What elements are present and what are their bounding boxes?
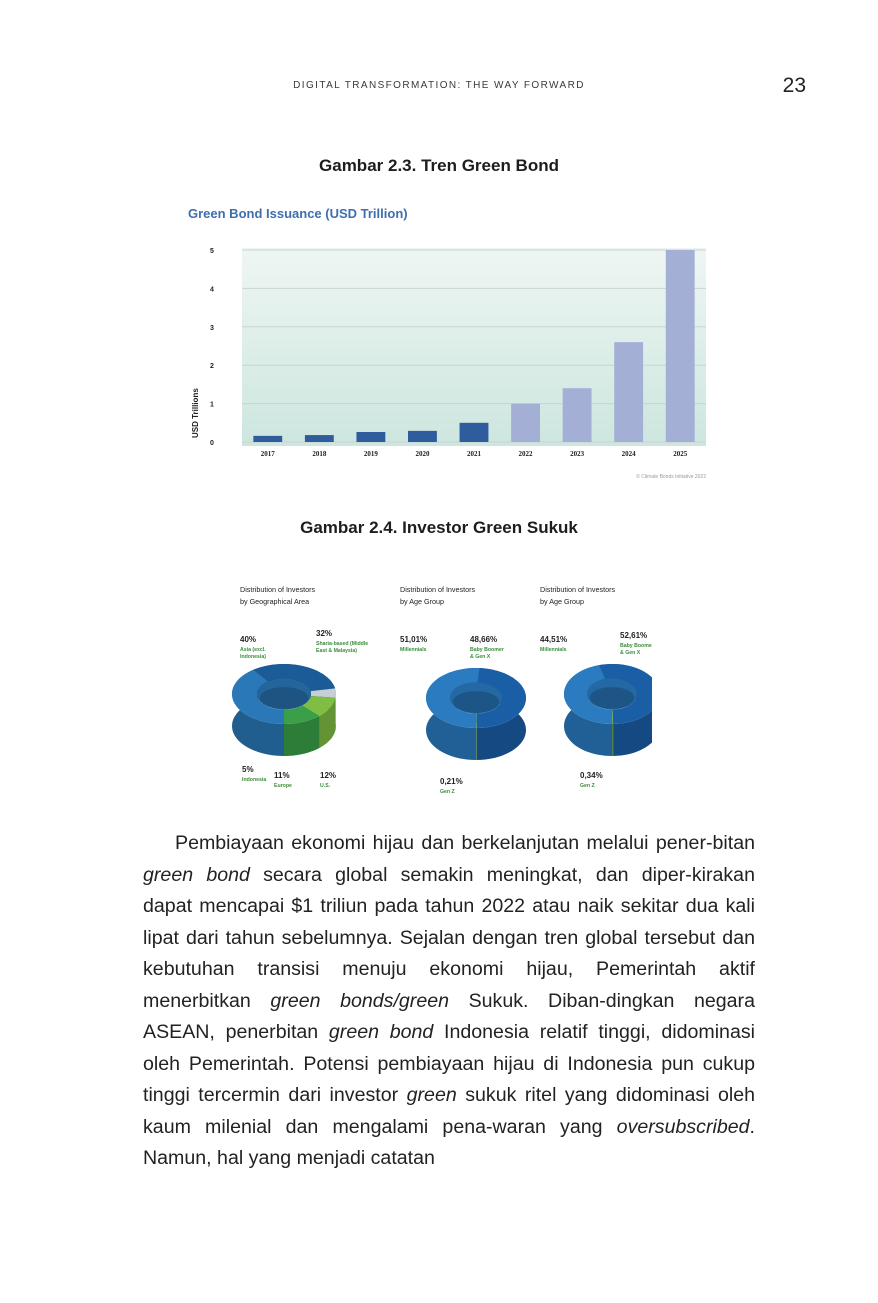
x-tick-label: 2023 [570, 450, 585, 458]
body-paragraph: Pembiayaan ekonomi hijau dan berkelanjut… [143, 832, 755, 1169]
slice [476, 668, 526, 728]
slice [599, 664, 652, 724]
x-tick-label: 2019 [364, 450, 379, 458]
bar [459, 422, 489, 442]
body-text: Pembiayaan ekonomi hijau dan berkelanjut… [143, 828, 755, 1175]
slice-pct-label: 32% [316, 629, 332, 638]
slice-pct-label: 11% [274, 771, 290, 780]
slice-name-label: Indonesia) [240, 654, 266, 660]
slice-pct-label: 0,34% [580, 771, 603, 780]
donut-hole-shadow [259, 687, 309, 709]
panel-title: Distribution of Investors [240, 585, 316, 594]
bar [511, 403, 540, 442]
panel-subtitle: by Age Group [400, 597, 444, 606]
donut-hole-shadow [589, 687, 635, 709]
slice-name-label: Millennials [400, 647, 427, 653]
slice-name-label: Gen Z [440, 789, 456, 795]
slice-pct-label: 12% [320, 771, 336, 780]
x-tick-label: 2022 [519, 450, 534, 458]
slice-wall [319, 697, 336, 748]
slice-wall [612, 724, 614, 756]
x-tick-labels: 2017 2018 2019 2020 2021 2022 2023 2024 2025 [261, 450, 688, 458]
slice-name-label: Sharia-based (Middle [316, 641, 368, 647]
panel-subtitle: by Geographical Area [240, 597, 309, 606]
x-tick-label: 2021 [467, 450, 482, 458]
slice-wall [284, 715, 320, 756]
y-tick-label: 1 [210, 402, 214, 409]
slice-pct-label: 40% [240, 635, 256, 644]
slice [564, 665, 612, 724]
slice-name-label: Asia (excl. [240, 647, 266, 653]
slice-name-label: Millennials [540, 647, 567, 653]
bar [614, 342, 644, 442]
green-sukuk-investor-charts: Distribution of Investors by Geographical… [232, 585, 652, 795]
x-tick-label: 2025 [673, 450, 688, 458]
slice [253, 664, 336, 692]
slice-pct-label: 48,66% [470, 635, 497, 644]
slice [426, 668, 480, 728]
slice [612, 709, 614, 724]
green-bond-chart: Green Bond Issuance (USD Trillion) 0 1 2 3 4… [188, 206, 706, 480]
y-axis-label: USD Trillions [191, 388, 200, 438]
investor-panel: Distribution of Investors by Age Group 51,… [400, 585, 526, 795]
x-tick-label: 2020 [415, 450, 430, 458]
donut-hole-shadow [452, 691, 500, 713]
figure-2-caption: Gambar 2.4. Investor Green Sukuk [300, 518, 578, 537]
investor-panel: Distribution of Investors by Geographical… [232, 585, 368, 789]
slice [310, 688, 336, 698]
panel-title: Distribution of Investors [400, 585, 476, 594]
slice-name-label: & Gen X [620, 650, 641, 656]
slice-pct-label: 44,51% [540, 635, 567, 644]
x-tick-label: 2018 [312, 450, 327, 458]
slice-wall [476, 728, 477, 760]
bar [408, 430, 437, 442]
slice-pct-label: 52,61% [620, 631, 647, 640]
bars [253, 250, 695, 442]
y-tick-label: 3 [210, 325, 214, 332]
slice-name-label: U.S. [320, 783, 331, 789]
slice-pct-label: 51,01% [400, 635, 427, 644]
bar [356, 432, 386, 442]
slice-name-label: Baby Boomer [470, 647, 504, 653]
y-tick-labels: 0 1 2 3 4 5 [210, 248, 214, 447]
bar [304, 435, 334, 442]
slice-pct-label: 5% [242, 765, 254, 774]
slice-name-label: East & Malaysia) [316, 648, 357, 654]
y-tick-label: 4 [210, 286, 214, 293]
chart-title: Green Bond Issuance (USD Trillion) [188, 206, 408, 221]
panel-subtitle: by Age Group [540, 597, 584, 606]
slice-name-label: & Gen X [470, 654, 491, 660]
y-tick-label: 5 [210, 248, 214, 255]
slice [476, 713, 477, 728]
slice-name-label: Gen Z [580, 783, 596, 789]
slice-name-label: Baby Boomer [620, 643, 652, 649]
y-tick-label: 0 [210, 440, 214, 447]
y-tick-label: 2 [210, 363, 214, 370]
bar [562, 388, 592, 442]
page-number: 23 [782, 74, 806, 97]
bar [665, 250, 695, 442]
investor-panel: Distribution of Investors by Age Group 44,… [540, 585, 652, 789]
x-tick-label: 2024 [622, 450, 637, 458]
slice [232, 669, 284, 724]
x-tick-label: 2017 [261, 450, 276, 458]
slice-name-label: Indonesia [242, 777, 266, 783]
running-head: DIGITAL TRANSFORMATION: THE WAY FORWARD [293, 80, 585, 91]
panel-title: Distribution of Investors [540, 585, 616, 594]
slice [302, 696, 336, 716]
figure-1-caption: Gambar 2.3. Tren Green Bond [319, 156, 559, 175]
chart-source: © Climate Bonds Initiative 2022 [636, 473, 706, 480]
slice [284, 705, 320, 724]
bar [253, 435, 283, 442]
slice-pct-label: 0,21% [440, 777, 463, 786]
slice-name-label: Europe [274, 783, 292, 789]
